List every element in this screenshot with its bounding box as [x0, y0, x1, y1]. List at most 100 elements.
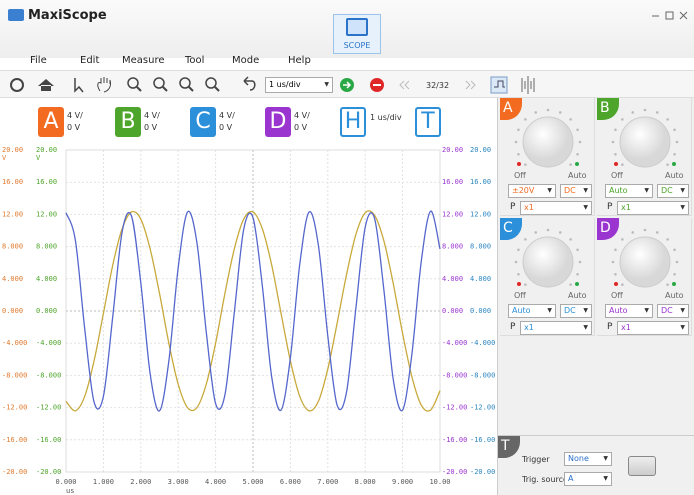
knob[interactable] [597, 98, 692, 178]
frame-counter: 32/32 [426, 80, 449, 91]
menu-item[interactable]: Measure [122, 55, 165, 66]
menu-item[interactable]: Edit [80, 55, 99, 66]
timebase-badge[interactable]: H [340, 107, 366, 137]
y-tick-label: 0.000 [470, 307, 491, 315]
knob[interactable] [500, 218, 595, 298]
app-title: MaxiScope [28, 8, 107, 23]
range-select[interactable]: ±20V [508, 184, 556, 198]
y-tick-label: -8.000 [2, 371, 27, 379]
menu-item[interactable]: Mode [232, 55, 259, 66]
coupling-select[interactable]: DC [560, 304, 592, 318]
app-icon [8, 9, 24, 21]
x-tick-label: 6.000 [280, 478, 301, 486]
trig-source-select[interactable]: A [564, 472, 612, 486]
coupling-select[interactable]: DC [657, 184, 689, 198]
trigger-select[interactable]: None [564, 452, 612, 466]
range-select[interactable]: Auto [605, 184, 653, 198]
y-tick-label: 4.000 [2, 275, 23, 283]
knob-off-label: Off [611, 290, 623, 301]
x-tick-label: 3.000 [168, 478, 189, 486]
timebase-select[interactable]: 1 us/div [265, 77, 333, 93]
y-axis-unit: V [2, 154, 7, 162]
y-tick-label: 0.000 [442, 307, 463, 315]
scope-icon [346, 18, 368, 36]
channel-offset: 0 V [67, 122, 80, 133]
probe-select[interactable]: x1 [520, 321, 592, 335]
y-tick-label: 8.000 [470, 243, 491, 251]
y-tick-label: 8.000 [2, 243, 23, 251]
knob-off-label: Off [611, 170, 623, 181]
probe-select[interactable]: x1 [617, 321, 689, 335]
menu-bar: File Edit Measure Tool Mode Help [0, 55, 694, 69]
range-select[interactable]: Auto [508, 304, 556, 318]
knob-off-label: Off [514, 170, 526, 181]
y-tick-label: 8.000 [36, 243, 57, 251]
trigger-edge-button[interactable] [628, 456, 656, 476]
x-tick-label: 7.000 [317, 478, 338, 486]
knob-auto-label: Auto [665, 170, 684, 181]
y-tick-label: -8.000 [470, 371, 495, 379]
y-tick-label: -12.00 [470, 404, 495, 412]
channel-offset: 0 V [144, 122, 157, 133]
y-tick-label: 20.00 [36, 146, 57, 154]
y-tick-label: 16.00 [36, 178, 57, 186]
menu-item[interactable]: File [30, 55, 47, 66]
y-axis-unit: V [36, 154, 41, 162]
window-controls[interactable] [650, 10, 690, 22]
knob-auto-label: Auto [568, 170, 587, 181]
coupling-select[interactable]: DC [657, 304, 689, 318]
y-tick-label: 8.000 [442, 243, 463, 251]
channel-badge[interactable]: A [38, 107, 64, 137]
y-tick-label: 16.00 [442, 178, 463, 186]
y-tick-label: 20.00 [2, 146, 23, 154]
knob[interactable] [500, 98, 595, 178]
channel-badge[interactable]: D [265, 107, 291, 137]
knob[interactable] [597, 218, 692, 298]
probe-select[interactable]: x1 [617, 201, 689, 215]
x-tick-label: 10.00 [429, 478, 450, 486]
y-tick-label: 16.00 [470, 178, 491, 186]
trigger-corner: T [498, 436, 520, 458]
probe-label: P [607, 202, 612, 213]
probe-select[interactable]: x1 [520, 201, 592, 215]
y-tick-label: 12.00 [36, 210, 57, 218]
y-tick-label: 4.000 [442, 275, 463, 283]
y-tick-label: -16.00 [2, 436, 27, 444]
y-tick-label: 16.00 [2, 178, 23, 186]
scope-label: SCOPE [334, 40, 380, 51]
channel-settings: DOffAutoAutoDCPx1 [597, 218, 692, 336]
app-window: MaxiScope SCOPE File Edit Measure Tool Mode H… [0, 0, 694, 495]
menu-item[interactable]: Help [288, 55, 311, 66]
channel-panel: AOffAuto±20VDCPx1BOffAutoAutoDCPx1COffAu… [497, 98, 694, 495]
channel-badge[interactable]: C [190, 107, 216, 137]
y-tick-label: -16.00 [36, 436, 61, 444]
y-tick-label: 12.00 [470, 210, 491, 218]
scope-button[interactable]: SCOPE [333, 14, 381, 54]
probe-label: P [510, 202, 515, 213]
trig-source-label: Trig. source [522, 474, 568, 485]
y-tick-label: -12.00 [36, 404, 61, 412]
y-tick-label: -8.000 [36, 371, 61, 379]
trigger-badge[interactable]: T [415, 107, 441, 137]
y-tick-label: 20.00 [470, 146, 491, 154]
y-tick-label: -4.000 [470, 339, 495, 347]
y-tick-label: -4.000 [442, 339, 467, 347]
x-tick-label: 0.000 [55, 478, 76, 486]
channel-badge[interactable]: B [115, 107, 141, 137]
y-tick-label: -20.00 [470, 468, 495, 476]
toolbar-icons[interactable] [0, 71, 694, 99]
y-tick-label: 12.00 [442, 210, 463, 218]
range-select[interactable]: Auto [605, 304, 653, 318]
x-axis-unit: us [66, 487, 74, 495]
channel-offset: 0 V [294, 122, 307, 133]
x-tick-label: 4.000 [205, 478, 226, 486]
probe-label: P [510, 322, 515, 333]
y-tick-label: -8.000 [442, 371, 467, 379]
probe-label: P [607, 322, 612, 333]
y-tick-label: -20.00 [2, 468, 27, 476]
toolbar: 1 us/div 32/32 [0, 70, 694, 98]
y-tick-label: 12.00 [2, 210, 23, 218]
menu-item[interactable]: Tool [185, 55, 204, 66]
coupling-select[interactable]: DC [560, 184, 592, 198]
